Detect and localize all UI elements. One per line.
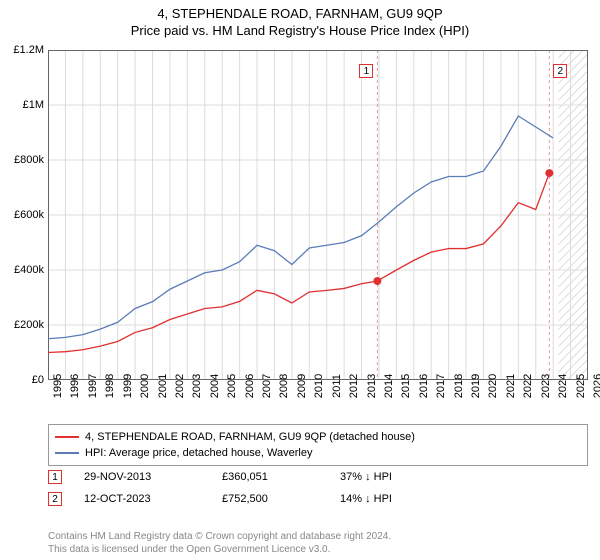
x-axis-label: 1999 (122, 374, 134, 398)
x-axis-label: 2026 (592, 374, 600, 398)
x-axis-label: 2016 (418, 374, 430, 398)
x-axis-label: 2024 (557, 374, 569, 398)
legend-label: HPI: Average price, detached house, Wave… (85, 447, 312, 459)
chart: 12 (48, 50, 588, 380)
sale-hpi: 14% ↓ HPI (340, 493, 440, 505)
y-axis-label: £1.2M (4, 44, 44, 56)
sale-hpi: 37% ↓ HPI (340, 471, 440, 483)
x-axis-label: 1995 (52, 374, 64, 398)
x-axis-label: 2025 (575, 374, 587, 398)
x-axis-label: 2014 (383, 374, 395, 398)
x-axis-label: 2020 (487, 374, 499, 398)
sale-row: 1 29-NOV-2013 £360,051 37% ↓ HPI (48, 466, 588, 488)
legend-item: HPI: Average price, detached house, Wave… (55, 445, 581, 461)
x-axis-label: 2004 (209, 374, 221, 398)
x-axis-label: 2008 (278, 374, 290, 398)
x-axis-label: 2013 (366, 374, 378, 398)
sale-price: £752,500 (222, 493, 332, 505)
x-axis-label: 2012 (348, 374, 360, 398)
y-axis-label: £0 (4, 374, 44, 386)
x-axis-label: 2015 (400, 374, 412, 398)
x-axis-label: 2003 (191, 374, 203, 398)
sale-marker-1: 1 (359, 64, 373, 78)
legend-swatch (55, 452, 79, 454)
sale-marker-2: 2 (553, 64, 567, 78)
legend: 4, STEPHENDALE ROAD, FARNHAM, GU9 9QP (d… (48, 424, 588, 466)
x-axis-label: 1996 (69, 374, 81, 398)
footer: Contains HM Land Registry data © Crown c… (48, 530, 391, 556)
y-axis-label: £800k (4, 154, 44, 166)
footer-line1: Contains HM Land Registry data © Crown c… (48, 530, 391, 543)
x-axis-label: 2019 (470, 374, 482, 398)
x-axis-label: 2001 (157, 374, 169, 398)
sale-date: 29-NOV-2013 (84, 471, 214, 483)
x-axis-label: 2007 (261, 374, 273, 398)
y-axis-label: £600k (4, 209, 44, 221)
x-axis-label: 2022 (522, 374, 534, 398)
sale-row: 2 12-OCT-2023 £752,500 14% ↓ HPI (48, 488, 588, 510)
x-axis-label: 2010 (313, 374, 325, 398)
y-axis-label: £1M (4, 99, 44, 111)
x-axis-label: 2009 (296, 374, 308, 398)
footer-line2: This data is licensed under the Open Gov… (48, 543, 391, 556)
sale-marker-box: 2 (48, 492, 62, 506)
x-axis-label: 2002 (174, 374, 186, 398)
y-axis-label: £400k (4, 264, 44, 276)
legend-label: 4, STEPHENDALE ROAD, FARNHAM, GU9 9QP (d… (85, 431, 415, 443)
x-axis-label: 2000 (139, 374, 151, 398)
y-axis-label: £200k (4, 319, 44, 331)
x-axis-label: 2018 (453, 374, 465, 398)
x-axis-label: 2006 (244, 374, 256, 398)
x-axis-label: 2017 (435, 374, 447, 398)
x-axis-label: 2021 (505, 374, 517, 398)
sales-table: 1 29-NOV-2013 £360,051 37% ↓ HPI 2 12-OCT-202… (48, 466, 588, 510)
x-axis-label: 2023 (540, 374, 552, 398)
sale-date: 12-OCT-2023 (84, 493, 214, 505)
legend-swatch (55, 436, 79, 438)
sale-price: £360,051 (222, 471, 332, 483)
x-axis-label: 1998 (104, 374, 116, 398)
x-axis-label: 2011 (331, 374, 343, 398)
x-axis-label: 2005 (226, 374, 238, 398)
legend-item: 4, STEPHENDALE ROAD, FARNHAM, GU9 9QP (d… (55, 429, 581, 445)
sale-marker-box: 1 (48, 470, 62, 484)
page-title: 4, STEPHENDALE ROAD, FARNHAM, GU9 9QP (0, 0, 600, 21)
page-subtitle: Price paid vs. HM Land Registry's House … (0, 21, 600, 38)
x-axis-label: 1997 (87, 374, 99, 398)
